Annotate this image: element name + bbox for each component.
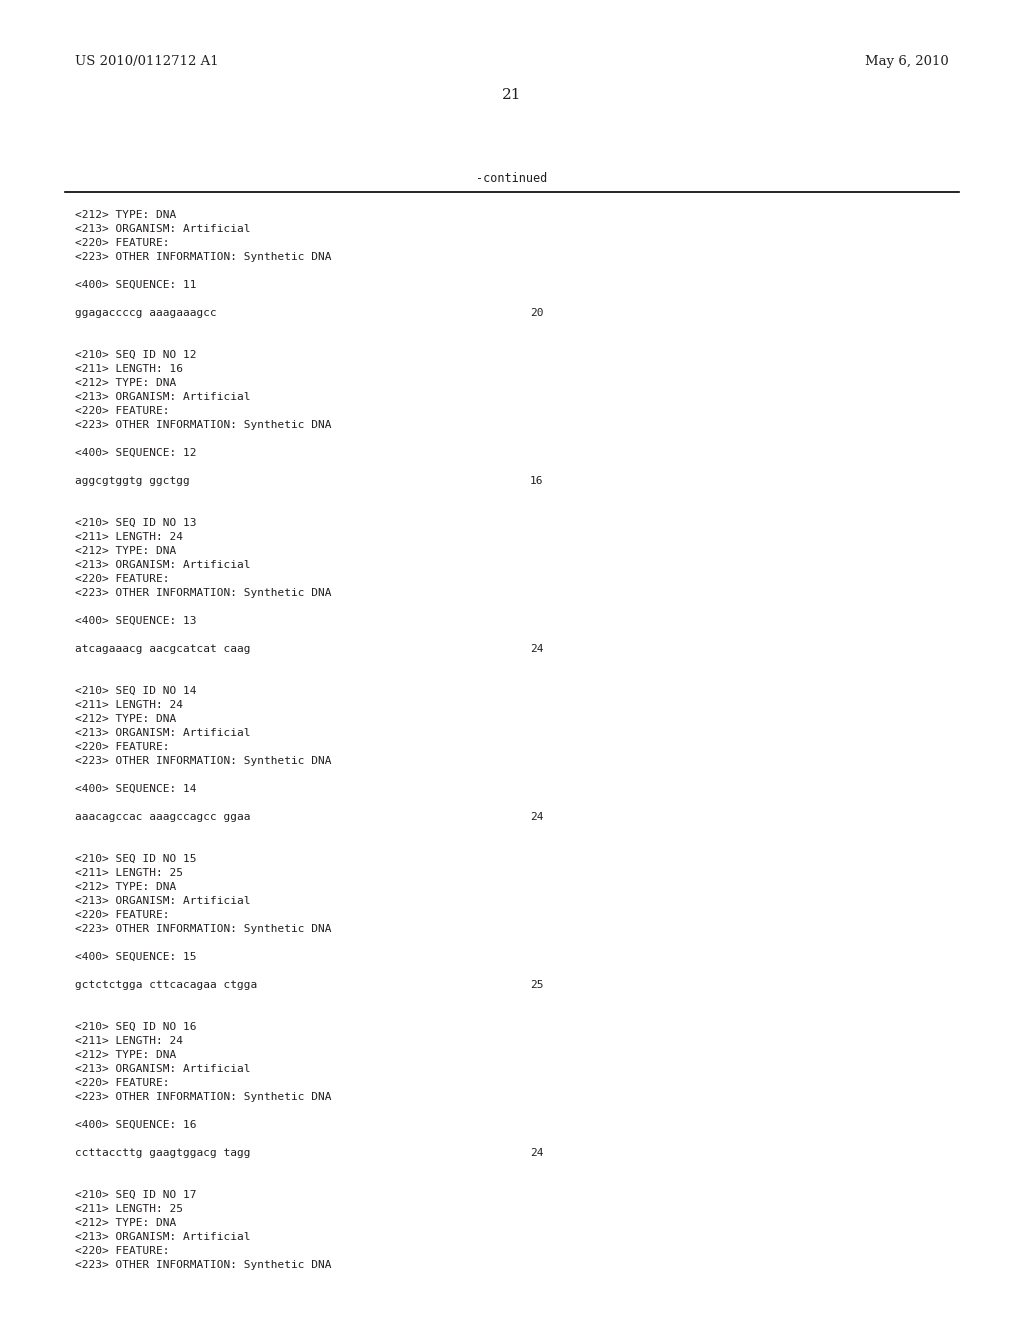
Text: <212> TYPE: DNA: <212> TYPE: DNA bbox=[75, 882, 176, 892]
Text: <220> FEATURE:: <220> FEATURE: bbox=[75, 1246, 170, 1257]
Text: <213> ORGANISM: Artificial: <213> ORGANISM: Artificial bbox=[75, 729, 251, 738]
Text: <212> TYPE: DNA: <212> TYPE: DNA bbox=[75, 210, 176, 220]
Text: <223> OTHER INFORMATION: Synthetic DNA: <223> OTHER INFORMATION: Synthetic DNA bbox=[75, 1261, 332, 1270]
Text: <211> LENGTH: 24: <211> LENGTH: 24 bbox=[75, 1036, 183, 1045]
Text: <220> FEATURE:: <220> FEATURE: bbox=[75, 742, 170, 752]
Text: <400> SEQUENCE: 14: <400> SEQUENCE: 14 bbox=[75, 784, 197, 795]
Text: May 6, 2010: May 6, 2010 bbox=[865, 55, 949, 69]
Text: aaacagccac aaagccagcc ggaa: aaacagccac aaagccagcc ggaa bbox=[75, 812, 251, 822]
Text: <213> ORGANISM: Artificial: <213> ORGANISM: Artificial bbox=[75, 1064, 251, 1074]
Text: <220> FEATURE:: <220> FEATURE: bbox=[75, 909, 170, 920]
Text: <400> SEQUENCE: 15: <400> SEQUENCE: 15 bbox=[75, 952, 197, 962]
Text: atcagaaacg aacgcatcat caag: atcagaaacg aacgcatcat caag bbox=[75, 644, 251, 653]
Text: <213> ORGANISM: Artificial: <213> ORGANISM: Artificial bbox=[75, 896, 251, 906]
Text: <212> TYPE: DNA: <212> TYPE: DNA bbox=[75, 1218, 176, 1228]
Text: <400> SEQUENCE: 16: <400> SEQUENCE: 16 bbox=[75, 1119, 197, 1130]
Text: <210> SEQ ID NO 16: <210> SEQ ID NO 16 bbox=[75, 1022, 197, 1032]
Text: 16: 16 bbox=[530, 477, 544, 486]
Text: <223> OTHER INFORMATION: Synthetic DNA: <223> OTHER INFORMATION: Synthetic DNA bbox=[75, 1092, 332, 1102]
Text: <211> LENGTH: 25: <211> LENGTH: 25 bbox=[75, 869, 183, 878]
Text: <213> ORGANISM: Artificial: <213> ORGANISM: Artificial bbox=[75, 224, 251, 234]
Text: <220> FEATURE:: <220> FEATURE: bbox=[75, 407, 170, 416]
Text: 21: 21 bbox=[502, 88, 522, 102]
Text: <210> SEQ ID NO 15: <210> SEQ ID NO 15 bbox=[75, 854, 197, 865]
Text: aggcgtggtg ggctgg: aggcgtggtg ggctgg bbox=[75, 477, 189, 486]
Text: <211> LENGTH: 24: <211> LENGTH: 24 bbox=[75, 700, 183, 710]
Text: <223> OTHER INFORMATION: Synthetic DNA: <223> OTHER INFORMATION: Synthetic DNA bbox=[75, 756, 332, 766]
Text: <213> ORGANISM: Artificial: <213> ORGANISM: Artificial bbox=[75, 1232, 251, 1242]
Text: <400> SEQUENCE: 11: <400> SEQUENCE: 11 bbox=[75, 280, 197, 290]
Text: <400> SEQUENCE: 13: <400> SEQUENCE: 13 bbox=[75, 616, 197, 626]
Text: <212> TYPE: DNA: <212> TYPE: DNA bbox=[75, 714, 176, 723]
Text: <210> SEQ ID NO 14: <210> SEQ ID NO 14 bbox=[75, 686, 197, 696]
Text: 24: 24 bbox=[530, 812, 544, 822]
Text: <212> TYPE: DNA: <212> TYPE: DNA bbox=[75, 546, 176, 556]
Text: <223> OTHER INFORMATION: Synthetic DNA: <223> OTHER INFORMATION: Synthetic DNA bbox=[75, 587, 332, 598]
Text: <211> LENGTH: 25: <211> LENGTH: 25 bbox=[75, 1204, 183, 1214]
Text: US 2010/0112712 A1: US 2010/0112712 A1 bbox=[75, 55, 219, 69]
Text: gctctctgga cttcacagaa ctgga: gctctctgga cttcacagaa ctgga bbox=[75, 979, 257, 990]
Text: <220> FEATURE:: <220> FEATURE: bbox=[75, 238, 170, 248]
Text: <211> LENGTH: 24: <211> LENGTH: 24 bbox=[75, 532, 183, 543]
Text: <212> TYPE: DNA: <212> TYPE: DNA bbox=[75, 378, 176, 388]
Text: 24: 24 bbox=[530, 1148, 544, 1158]
Text: <223> OTHER INFORMATION: Synthetic DNA: <223> OTHER INFORMATION: Synthetic DNA bbox=[75, 924, 332, 935]
Text: 24: 24 bbox=[530, 644, 544, 653]
Text: <400> SEQUENCE: 12: <400> SEQUENCE: 12 bbox=[75, 447, 197, 458]
Text: <211> LENGTH: 16: <211> LENGTH: 16 bbox=[75, 364, 183, 374]
Text: 25: 25 bbox=[530, 979, 544, 990]
Text: <220> FEATURE:: <220> FEATURE: bbox=[75, 1078, 170, 1088]
Text: ggagaccccg aaagaaagcc: ggagaccccg aaagaaagcc bbox=[75, 308, 217, 318]
Text: <212> TYPE: DNA: <212> TYPE: DNA bbox=[75, 1049, 176, 1060]
Text: -continued: -continued bbox=[476, 172, 548, 185]
Text: ccttaccttg gaagtggacg tagg: ccttaccttg gaagtggacg tagg bbox=[75, 1148, 251, 1158]
Text: <223> OTHER INFORMATION: Synthetic DNA: <223> OTHER INFORMATION: Synthetic DNA bbox=[75, 252, 332, 261]
Text: <223> OTHER INFORMATION: Synthetic DNA: <223> OTHER INFORMATION: Synthetic DNA bbox=[75, 420, 332, 430]
Text: <220> FEATURE:: <220> FEATURE: bbox=[75, 574, 170, 583]
Text: <213> ORGANISM: Artificial: <213> ORGANISM: Artificial bbox=[75, 392, 251, 403]
Text: <210> SEQ ID NO 13: <210> SEQ ID NO 13 bbox=[75, 517, 197, 528]
Text: <213> ORGANISM: Artificial: <213> ORGANISM: Artificial bbox=[75, 560, 251, 570]
Text: <210> SEQ ID NO 12: <210> SEQ ID NO 12 bbox=[75, 350, 197, 360]
Text: <210> SEQ ID NO 17: <210> SEQ ID NO 17 bbox=[75, 1191, 197, 1200]
Text: 20: 20 bbox=[530, 308, 544, 318]
